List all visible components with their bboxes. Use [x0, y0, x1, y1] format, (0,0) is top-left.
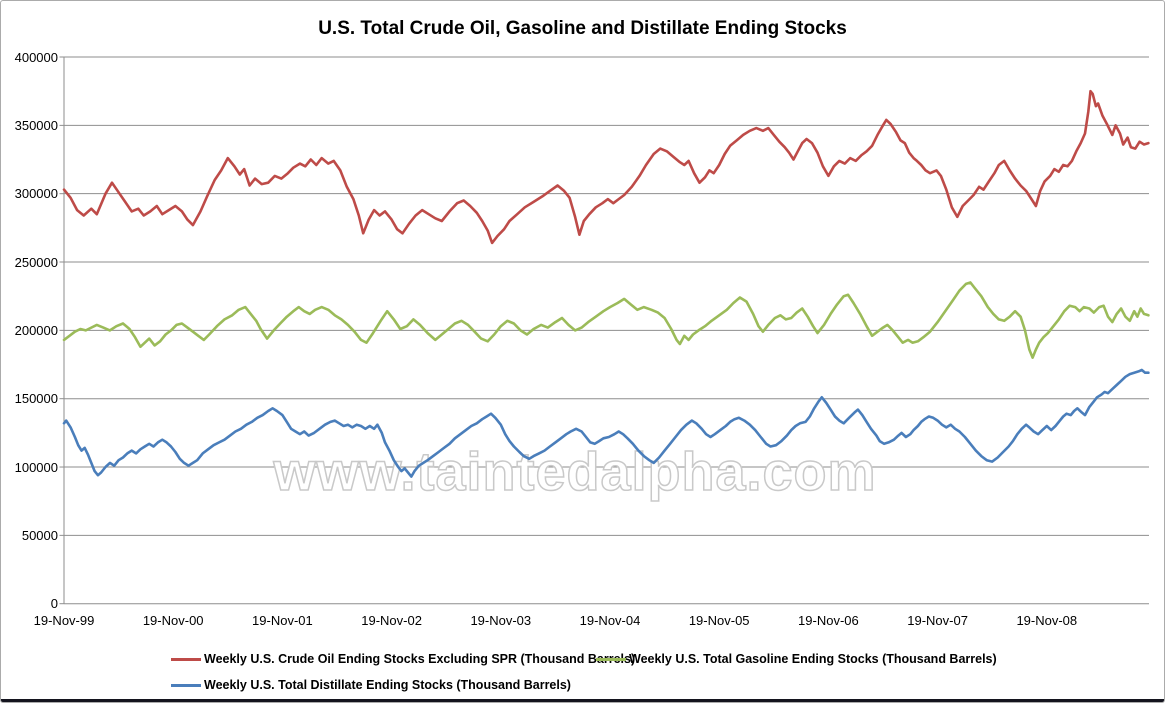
- legend-marker-distillate: [171, 683, 201, 687]
- x-axis-label: 19-Nov-00: [142, 613, 204, 628]
- x-axis-label: 19-Nov-04: [579, 613, 641, 628]
- legend-label: Weekly U.S. Crude Oil Ending Stocks Excl…: [204, 652, 636, 666]
- x-axis-label: 19-Nov-01: [252, 613, 313, 628]
- legend-item-distillate: Weekly U.S. Total Distillate Ending Stoc…: [171, 677, 571, 693]
- bottom-edge-bar: [1, 699, 1164, 702]
- y-axis-label: 400000: [14, 49, 58, 65]
- x-axis-label: 19-Nov-08: [1016, 613, 1078, 628]
- series-line-distillate: [62, 368, 1150, 478]
- x-axis-label: 19-Nov-99: [33, 613, 95, 628]
- series-line-gasoline: [62, 281, 1150, 360]
- x-axis-label: 19-Nov-02: [361, 613, 422, 628]
- y-axis-label: 50000: [21, 527, 58, 543]
- x-axis-label: 19-Nov-06: [798, 613, 859, 628]
- x-axis-label: 19-Nov-07: [907, 613, 968, 628]
- x-axis-label: 19-Nov-05: [688, 613, 750, 628]
- y-axis-label: 250000: [14, 254, 58, 270]
- legend-marker-gasoline: [596, 657, 626, 661]
- y-axis-label: 350000: [14, 117, 58, 133]
- y-axis-label: 300000: [14, 186, 58, 202]
- y-axis-label: 100000: [14, 459, 58, 475]
- x-axis-label: 19-Nov-03: [470, 613, 532, 628]
- chart-title: U.S. Total Crude Oil, Gasoline and Disti…: [318, 18, 847, 39]
- series-line-crude: [62, 89, 1150, 245]
- legend-item-crude: Weekly U.S. Crude Oil Ending Stocks Excl…: [171, 651, 635, 667]
- watermark: www.taintedalpha.com: [272, 442, 876, 502]
- legend-item-gasoline: Weekly U.S. Total Gasoline Ending Stocks…: [596, 651, 997, 667]
- legend-marker-crude: [171, 657, 201, 661]
- y-axis-label: 200000: [14, 322, 58, 338]
- y-axis-label: 0: [50, 596, 58, 612]
- legend-label: Weekly U.S. Total Distillate Ending Stoc…: [204, 678, 571, 692]
- y-axis-label: 150000: [14, 391, 58, 407]
- legend-label: Weekly U.S. Total Gasoline Ending Stocks…: [629, 652, 997, 666]
